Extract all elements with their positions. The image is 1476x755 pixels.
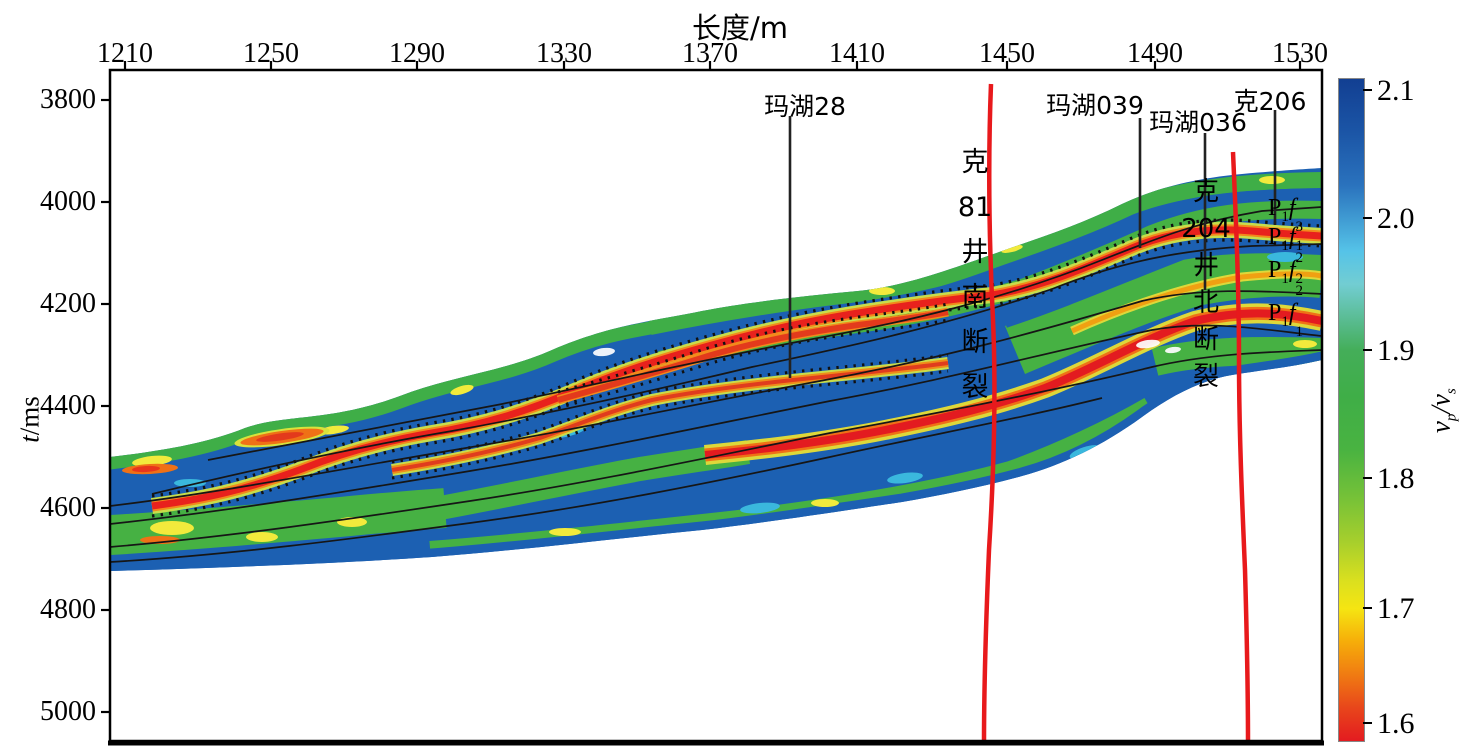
x-tick-label: 1490 bbox=[1127, 38, 1183, 69]
y-tick-label: 5000 bbox=[40, 696, 96, 727]
formation-label-p1f1: P1f 1 bbox=[1268, 300, 1304, 340]
colorbar-title-v2: v bbox=[1425, 394, 1456, 407]
x-tick-label: 1210 bbox=[97, 38, 153, 69]
y-axis-title-unit: /ms bbox=[14, 396, 45, 436]
colorbar-gradient bbox=[1338, 78, 1365, 742]
fault-label-ke81-south: 克 81 井 南 断 裂 bbox=[957, 147, 993, 403]
fault-ke204-north bbox=[1230, 151, 1251, 744]
colorbar-tick-label: 1.9 bbox=[1377, 334, 1415, 367]
x-tick-label: 1450 bbox=[979, 38, 1035, 69]
streak-main-dotted bbox=[152, 218, 1322, 518]
colorbar-tick-label: 1.6 bbox=[1377, 707, 1415, 740]
colorbar-title-slash: / bbox=[1425, 406, 1456, 414]
formation-label-p1f2-2: P1f 2 2 bbox=[1268, 257, 1304, 299]
colorbar-tick-label: 2.0 bbox=[1377, 202, 1415, 235]
colorbar-title-v1: v bbox=[1425, 421, 1456, 434]
y-tick-label: 4800 bbox=[40, 594, 96, 625]
x-tick-label: 1250 bbox=[243, 38, 299, 69]
y-axis-ticks bbox=[101, 98, 110, 714]
well-label-mahu28: 玛湖28 bbox=[764, 92, 846, 121]
y-axis-title: t/ms bbox=[15, 360, 46, 480]
y-axis-title-var: t bbox=[14, 435, 45, 443]
colorbar-title: vp/vs bbox=[1425, 351, 1460, 471]
x-tick-label: 1330 bbox=[536, 38, 592, 69]
streak-lower-dotted bbox=[392, 353, 948, 480]
colorbar-tick-label: 2.1 bbox=[1377, 74, 1415, 107]
cyan-patches bbox=[174, 252, 1303, 514]
horizon-lines bbox=[110, 206, 1322, 563]
y-tick-label: 4600 bbox=[40, 492, 96, 523]
x-axis-title: 长度/m bbox=[691, 11, 789, 45]
y-tick-label: 4400 bbox=[40, 390, 96, 421]
fault-label-ke204-north: 克 204 井 北 断 裂 bbox=[1181, 177, 1231, 392]
yellow-patches bbox=[132, 176, 1317, 542]
y-tick-label: 4200 bbox=[40, 288, 96, 319]
well-label-ke206: 克206 bbox=[1233, 87, 1307, 116]
x-tick-label: 1370 bbox=[682, 38, 738, 69]
colorbar-tick-label: 1.8 bbox=[1377, 462, 1415, 495]
y-tick-label: 4000 bbox=[40, 186, 96, 217]
white-gaps bbox=[593, 339, 1181, 357]
colorbar-title-s2: s bbox=[1443, 388, 1460, 395]
velocity-ratio-band bbox=[110, 168, 1322, 571]
plot-frame bbox=[101, 61, 1372, 746]
orange-lenses bbox=[122, 426, 330, 544]
colorbar-title-s1: p bbox=[1443, 413, 1460, 422]
x-tick-label: 1410 bbox=[829, 38, 885, 69]
x-tick-label: 1290 bbox=[389, 38, 445, 69]
streak-upper-branch-dotted bbox=[558, 302, 948, 410]
x-tick-label: 1530 bbox=[1272, 38, 1328, 69]
y-tick-label: 3800 bbox=[40, 84, 96, 115]
streak-p1f1 bbox=[705, 313, 1322, 455]
colorbar-tick-label: 1.7 bbox=[1377, 592, 1415, 625]
